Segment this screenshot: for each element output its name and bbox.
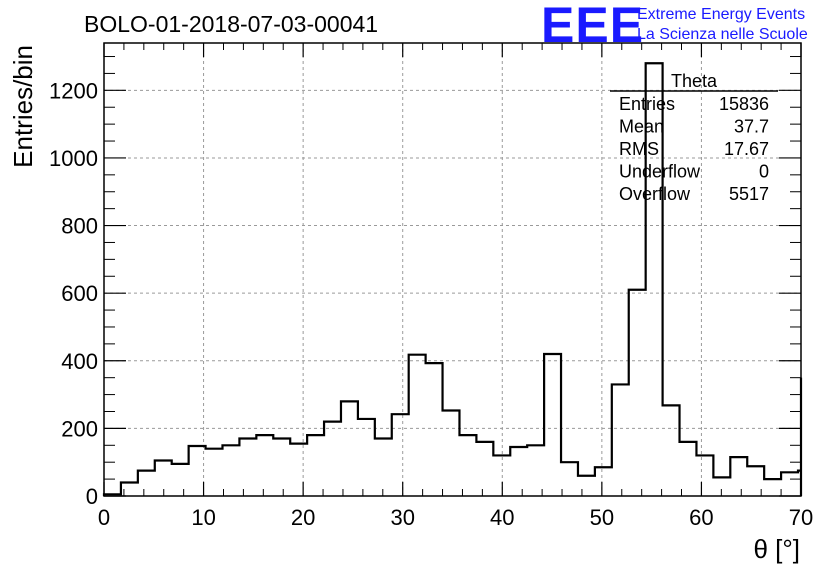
y-tick-labels: 0 200 400 600 800 1000 1200 bbox=[49, 78, 98, 509]
plot-frame bbox=[103, 42, 802, 497]
y-tick-label: 200 bbox=[61, 416, 98, 441]
stats-value: 37.7 bbox=[734, 117, 769, 137]
grid bbox=[104, 43, 801, 496]
logo-line-2: La Scienza nelle Scuole bbox=[637, 26, 808, 43]
y-tick-label: 800 bbox=[61, 214, 98, 239]
stats-rows: Entries 15836 Mean 37.7 RMS 17.67 Underflow 0 Ov… bbox=[619, 94, 769, 204]
chart-title: BOLO-01-2018-07-03-00041 bbox=[84, 11, 378, 37]
y-tick-label: 600 bbox=[61, 281, 98, 306]
x-axis-title: θ [°] bbox=[753, 534, 800, 564]
stats-value: 15836 bbox=[719, 94, 769, 114]
eee-logo: EEE Extreme Energy Events La Scienza nel… bbox=[541, 0, 808, 53]
logo-mark: EEE bbox=[541, 0, 644, 53]
x-tick-label: 40 bbox=[490, 505, 514, 530]
stats-label: Entries bbox=[619, 94, 675, 114]
stats-value: 17.67 bbox=[724, 139, 769, 159]
y-tick-label: 400 bbox=[61, 349, 98, 374]
logo-line-1: Extreme Energy Events bbox=[637, 6, 805, 23]
stats-label: Mean bbox=[619, 117, 664, 137]
stats-title: Theta bbox=[671, 71, 718, 91]
stats-box: Theta Entries 15836 Mean 37.7 RMS 17.67 Underf… bbox=[610, 71, 778, 204]
stats-label: RMS bbox=[619, 139, 659, 159]
x-tick-label: 10 bbox=[191, 505, 215, 530]
histogram-series bbox=[102, 62, 803, 496]
y-axis-title: Entries/bin bbox=[8, 45, 38, 168]
x-tick-label: 70 bbox=[789, 505, 813, 530]
y-tick-label: 1200 bbox=[49, 78, 98, 103]
x-tick-label: 50 bbox=[590, 505, 614, 530]
x-tick-label: 0 bbox=[98, 505, 110, 530]
stats-label: Underflow bbox=[619, 162, 701, 182]
stats-value: 0 bbox=[759, 162, 769, 182]
x-tick-labels: 0 10 20 30 40 50 60 70 bbox=[98, 505, 813, 530]
axis-ticks bbox=[103, 43, 802, 497]
y-tick-label: 1000 bbox=[49, 146, 98, 171]
y-tick-label: 0 bbox=[86, 484, 98, 509]
x-tick-label: 30 bbox=[390, 505, 414, 530]
stats-value: 5517 bbox=[729, 184, 769, 204]
x-tick-label: 60 bbox=[689, 505, 713, 530]
x-tick-label: 20 bbox=[291, 505, 315, 530]
stats-label: Overflow bbox=[619, 184, 691, 204]
